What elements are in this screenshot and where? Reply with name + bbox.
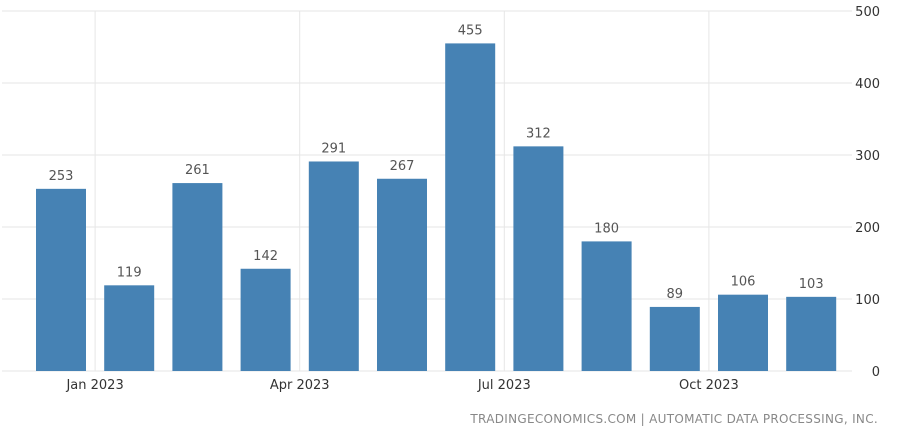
bar-layer [36, 43, 837, 372]
x-tick-label: Jan 2023 [65, 378, 123, 393]
data-label: 267 [390, 159, 415, 174]
y-axis: 0 100 200 300 400 500 [855, 5, 880, 380]
data-label: 261 [185, 163, 210, 178]
data-label: 103 [799, 277, 824, 292]
data-label: 89 [667, 287, 684, 302]
bar [718, 294, 768, 371]
x-tick-label: Apr 2023 [270, 378, 330, 393]
data-label: 142 [253, 249, 278, 264]
bar [581, 241, 632, 371]
x-tick-label: Jul 2023 [477, 378, 531, 393]
data-label: 119 [117, 265, 142, 280]
source-credit: TRADINGECONOMICS.COM | AUTOMATIC DATA PR… [470, 412, 878, 426]
y-tick-label: 200 [855, 221, 880, 236]
y-tick-label: 400 [855, 77, 880, 92]
x-tick-label: Oct 2023 [679, 378, 739, 393]
y-tick-label: 500 [855, 5, 880, 20]
bar [649, 306, 700, 371]
bar [172, 183, 223, 371]
bar [240, 268, 291, 371]
bar [308, 161, 359, 371]
data-label: 180 [594, 221, 619, 236]
bar [36, 188, 86, 371]
y-tick-label: 100 [855, 293, 880, 308]
bar [445, 43, 496, 372]
data-label-layer: 253 119 261 142 291 267 455 312 180 89 106 103 [49, 23, 824, 302]
y-tick-label: 300 [855, 149, 880, 164]
data-label: 312 [526, 126, 551, 141]
x-axis: Jan 2023 Apr 2023 Jul 2023 Oct 2023 [65, 378, 738, 393]
data-label: 455 [458, 23, 483, 38]
data-label: 253 [49, 169, 74, 184]
data-label: 106 [731, 275, 756, 290]
y-tick-label: 0 [872, 365, 880, 380]
data-label: 291 [321, 141, 346, 156]
bar [104, 285, 155, 371]
bar [786, 296, 837, 371]
bar [377, 178, 427, 371]
bar [513, 146, 564, 371]
